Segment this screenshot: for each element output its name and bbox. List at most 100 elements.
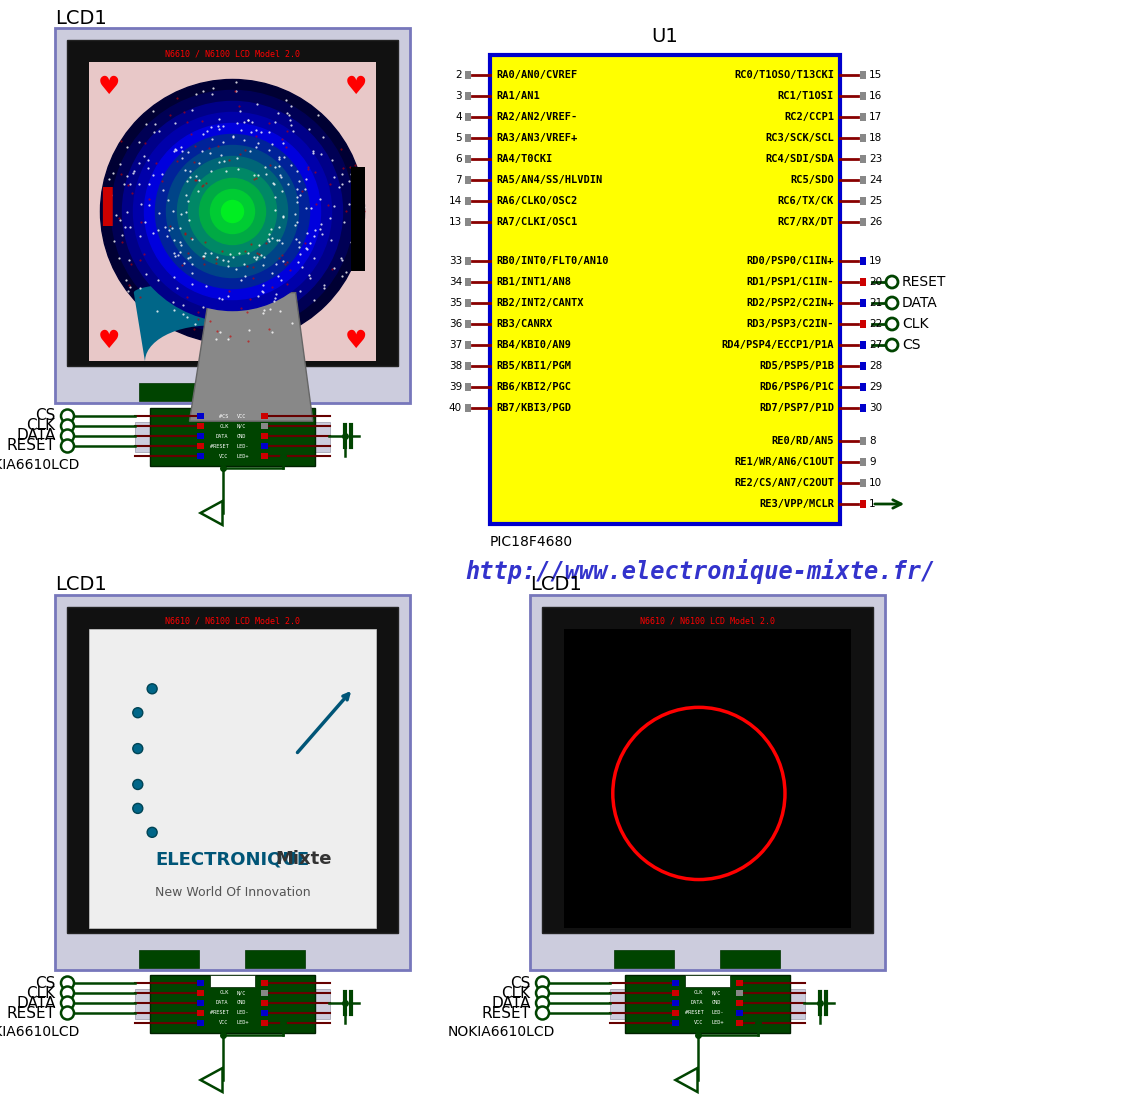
Text: RD4/PSP4/ECCP1/P1A: RD4/PSP4/ECCP1/P1A [722,340,834,350]
Text: 8: 8 [869,436,876,446]
Bar [860,198,865,205]
Text: RD2/PSP2/C2IN+: RD2/PSP2/C2IN+ [746,298,834,308]
Text: 36: 36 [448,319,462,329]
Text: RE2/CS/AN7/C2OUT: RE2/CS/AN7/C2OUT [734,478,834,488]
Text: 13: 13 [448,217,462,227]
Text: RD1/PSP1/C1IN-: RD1/PSP1/C1IN- [746,277,834,287]
Bar [671,1010,679,1016]
FancyBboxPatch shape [531,595,885,970]
Text: DATA: DATA [216,1001,228,1006]
Circle shape [886,318,898,330]
Circle shape [61,1007,74,1020]
Bar [671,1000,679,1006]
Bar [465,320,471,328]
Circle shape [886,276,898,288]
Bar [67,40,398,366]
Bar [860,458,865,466]
Text: DATA: DATA [691,1001,704,1006]
Circle shape [133,743,143,753]
Text: GND: GND [236,433,246,439]
Text: CS: CS [510,975,531,991]
Text: RA3/AN3/VREF+: RA3/AN3/VREF+ [496,133,578,143]
FancyBboxPatch shape [55,28,410,403]
Bar [261,980,268,987]
Circle shape [123,102,343,321]
Text: RA7/CLKI/OSC1: RA7/CLKI/OSC1 [496,217,578,227]
Text: N/C: N/C [711,991,720,995]
Text: RA4/T0CKI: RA4/T0CKI [496,154,552,164]
Text: RB0/INT0/FLT0/AN10: RB0/INT0/FLT0/AN10 [496,256,608,266]
Text: 1: 1 [869,499,876,509]
Text: 35: 35 [448,298,462,308]
Text: 25: 25 [869,196,882,206]
Text: CS: CS [35,408,55,423]
Text: RB7/KBI3/PGD: RB7/KBI3/PGD [496,403,571,413]
Bar [138,383,199,401]
Circle shape [536,987,549,1000]
Text: VCC: VCC [711,981,720,985]
Text: 20: 20 [869,277,882,287]
Circle shape [133,779,143,789]
Text: I: I [97,185,117,238]
Text: RE0/RD/AN5: RE0/RD/AN5 [771,436,834,446]
Circle shape [210,190,254,233]
Text: 15: 15 [869,70,882,80]
Text: RC6/TX/CK: RC6/TX/CK [778,196,834,206]
Text: DATA: DATA [901,296,937,310]
Bar [735,1020,743,1026]
Bar [735,980,743,987]
Text: 21: 21 [869,298,882,308]
Text: 9: 9 [869,456,876,466]
Text: RA1/AN1: RA1/AN1 [496,92,540,102]
Text: GND: GND [711,1001,720,1006]
Text: CLK: CLK [26,985,55,1001]
Text: 28: 28 [869,360,882,371]
Text: RC3/SCK/SCL: RC3/SCK/SCL [765,133,834,143]
Bar [860,479,865,487]
Text: CLK: CLK [501,985,531,1001]
Bar [465,299,471,307]
Text: CLK: CLK [219,423,228,429]
Bar [860,383,865,391]
Circle shape [536,997,549,1010]
Bar [245,383,305,401]
Text: RD6/PSP6/P1C: RD6/PSP6/P1C [759,382,834,392]
Circle shape [61,430,74,443]
Bar [197,1020,203,1026]
Bar [138,950,199,968]
Text: #CS: #CS [219,414,228,418]
Bar [89,629,377,929]
Bar [261,453,268,459]
Bar [860,500,865,508]
Text: 29: 29 [869,382,882,392]
Circle shape [147,684,157,694]
Bar [210,975,255,987]
Bar [149,408,315,466]
Text: RC1/T1OSI: RC1/T1OSI [778,92,834,102]
Text: VCC: VCC [695,1020,704,1026]
Bar [261,1020,268,1026]
Bar [860,218,865,227]
Bar [860,437,865,445]
Circle shape [886,297,898,309]
Bar [465,92,471,100]
Text: 3: 3 [455,92,462,102]
Text: #RESET: #RESET [210,443,228,449]
Text: 24: 24 [869,175,882,185]
Bar [261,413,268,418]
Text: RC4/SDI/SDA: RC4/SDI/SDA [765,154,834,164]
Bar [860,320,865,328]
Text: #CS: #CS [219,981,228,985]
Text: PIC18F4680: PIC18F4680 [490,535,573,549]
Text: LED+: LED+ [236,1020,250,1026]
FancyBboxPatch shape [610,989,625,1019]
Bar [465,71,471,79]
Polygon shape [134,282,285,362]
Text: NOKIA6610LCD: NOKIA6610LCD [0,458,80,472]
Text: RA5/AN4/SS/HLVDIN: RA5/AN4/SS/HLVDIN [496,175,602,185]
Text: ♥: ♥ [98,329,120,353]
Circle shape [61,997,74,1010]
Bar [860,176,865,184]
Text: 23: 23 [869,154,882,164]
FancyBboxPatch shape [315,989,330,1019]
